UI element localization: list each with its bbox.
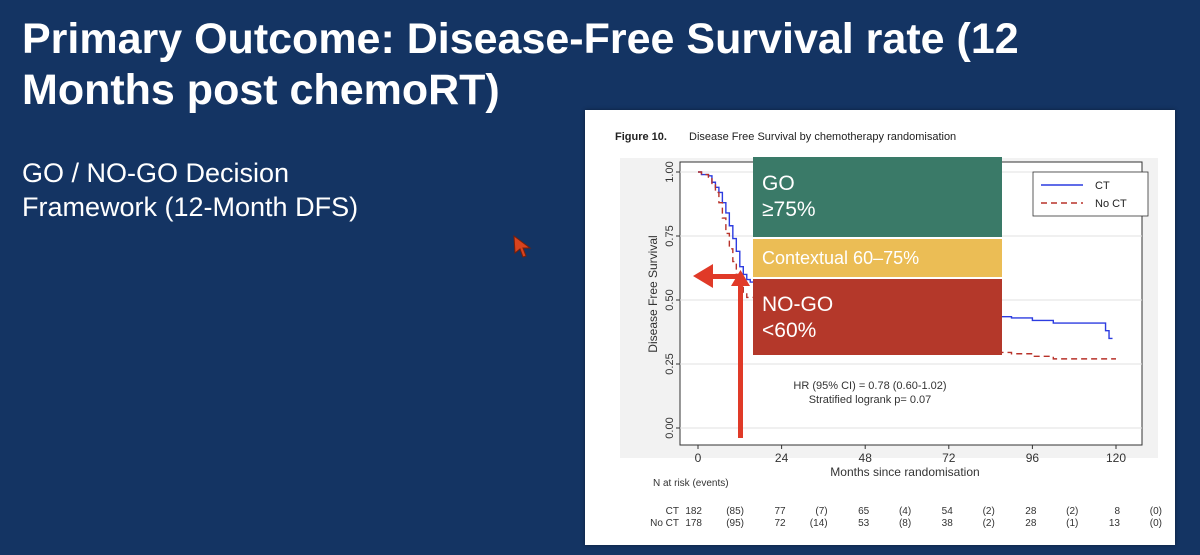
y-tick-label: 0.50 [664,289,676,310]
arrow-shaft-vertical [738,276,743,438]
no-go-box: NO-GO <60% [753,279,1002,355]
risk-row-label: No CT [650,518,679,529]
risk-count: 72 [774,518,786,529]
framework-subtitle: GO / NO-GO Decision Framework (12-Month … [22,156,502,224]
go-label: GO [762,172,795,195]
logrank-annotation: Stratified logrank p= 0.07 [809,394,932,406]
y-tick-label: 1.00 [664,161,676,182]
arrow-head-left [693,264,713,288]
subtitle-line-1: GO / NO-GO Decision [22,158,290,188]
arrow-shaft-horizontal [711,274,743,279]
contextual-box: Contextual 60–75% [753,239,1002,277]
risk-events: (0) [1150,506,1162,517]
risk-events: (2) [983,506,995,517]
risk-count: 77 [774,506,786,517]
slide-title: Primary Outcome: Disease-Free Survival r… [22,15,1019,114]
contextual-label: Contextual 60–75% [762,248,920,268]
no-go-label: NO-GO [762,293,834,316]
risk-events: (85) [726,506,744,517]
go-box: GO ≥75% [753,157,1002,237]
subtitle-line-2: Framework (12-Month DFS) [22,192,359,222]
go-threshold: ≥75% [762,198,816,221]
arrow-head-up [731,270,750,286]
risk-events: (2) [983,518,995,529]
legend: CT No CT [1032,171,1149,217]
y-axis-label: Disease Free Survival [646,235,660,352]
risk-events: (4) [899,506,911,517]
risk-count: 28 [1025,518,1037,529]
figure-caption: Disease Free Survival by chemotherapy ra… [689,131,956,143]
risk-events: (95) [726,518,744,529]
risk-events: (1) [1066,518,1078,529]
risk-count: 8 [1114,506,1120,517]
risk-events: (8) [899,518,911,529]
x-tick-label: 48 [859,451,873,465]
no-go-threshold: <60% [762,319,817,342]
figure-panel: Figure 10. Disease Free Survival by chem… [585,110,1175,545]
legend-box [1032,171,1149,217]
legend-label-ct: CT [1095,180,1110,192]
decision-arrow [693,264,750,438]
risk-count: 13 [1109,518,1121,529]
x-tick-label: 24 [775,451,789,465]
x-tick-label: 120 [1106,451,1126,465]
risk-count: 54 [942,506,954,517]
pointer-cursor-icon [513,234,532,258]
risk-events: (7) [815,506,827,517]
risk-events: (0) [1150,518,1162,529]
risk-count: 65 [858,506,870,517]
x-tick-label: 72 [942,451,956,465]
risk-table-header: N at risk (events) [653,478,729,489]
x-axis-label: Months since randomisation [830,465,979,479]
risk-count: 182 [685,506,702,517]
risk-count: 28 [1025,506,1037,517]
risk-events: (14) [810,518,828,529]
risk-count: 178 [685,518,702,529]
x-tick-label: 96 [1026,451,1040,465]
x-tick-label: 0 [695,451,702,465]
risk-events: (2) [1066,506,1078,517]
y-tick-label: 0.75 [664,225,676,246]
figure-label: Figure 10. [615,131,667,143]
risk-count: 53 [858,518,870,529]
legend-label-no-ct: No CT [1095,198,1127,210]
hr-annotation: HR (95% CI) = 0.78 (0.60-1.02) [793,380,946,392]
risk-count: 38 [942,518,954,529]
y-tick-label: 0.25 [664,353,676,374]
y-tick-label: 0.00 [664,417,676,438]
risk-row-label: CT [666,506,679,517]
